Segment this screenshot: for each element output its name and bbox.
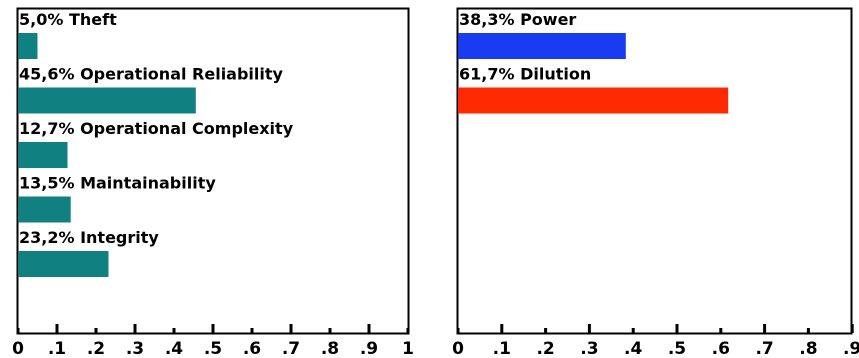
right-tick-label: .1	[493, 339, 511, 358]
left-tick-label: .6	[243, 339, 261, 358]
left-bar-label: 13,5% Maintainability	[19, 174, 216, 193]
left-bar	[18, 196, 71, 223]
left-bar-label: 45,6% Operational Reliability	[19, 65, 284, 84]
left-bar	[18, 142, 68, 168]
right-bar	[458, 87, 729, 114]
right-plot-frame	[456, 7, 853, 335]
left-tick-label: .7	[282, 339, 300, 358]
right-tick-label: .9	[843, 339, 859, 358]
left-bar	[18, 33, 38, 59]
right-bar	[458, 33, 626, 59]
left-tick-label: .4	[165, 339, 183, 358]
left-tick-label: .5	[204, 339, 222, 358]
right-tick-label: .8	[799, 339, 817, 358]
left-bar-chart: 5,0% Theft 45,6% Operational Reliability 1…	[12, 10, 414, 358]
right-tick-label: .6	[712, 339, 730, 358]
left-tick-label: .3	[126, 339, 144, 358]
right-tick-label: .4	[624, 339, 642, 358]
left-tick-label: .2	[87, 339, 105, 358]
left-bar-label: 5,0% Theft	[19, 10, 117, 29]
left-bar-label: 23,2% Integrity	[19, 228, 159, 247]
right-bar-chart: 38,3% Power 61,7% Dilution 0 .1 .2 .3 .4 .5 .6 .7…	[452, 10, 859, 358]
left-tick-label: 1	[402, 339, 414, 358]
left-bar	[18, 251, 109, 277]
right-bar-label: 61,7% Dilution	[459, 65, 591, 84]
right-tick-label: .7	[755, 339, 773, 358]
left-plot-frame	[16, 7, 410, 335]
left-tick-label: .8	[321, 339, 339, 358]
right-tick-label: .2	[536, 339, 554, 358]
right-bar-label: 38,3% Power	[459, 10, 576, 29]
left-tick-label: 0	[12, 339, 24, 358]
left-bar-label: 12,7% Operational Complexity	[19, 119, 294, 138]
right-tick-label: .5	[668, 339, 686, 358]
left-tick-label: .1	[48, 339, 66, 358]
left-bar	[18, 87, 196, 114]
left-tick-label: .9	[360, 339, 378, 358]
right-tick-label: 0	[452, 339, 464, 358]
right-tick-label: .3	[580, 339, 598, 358]
